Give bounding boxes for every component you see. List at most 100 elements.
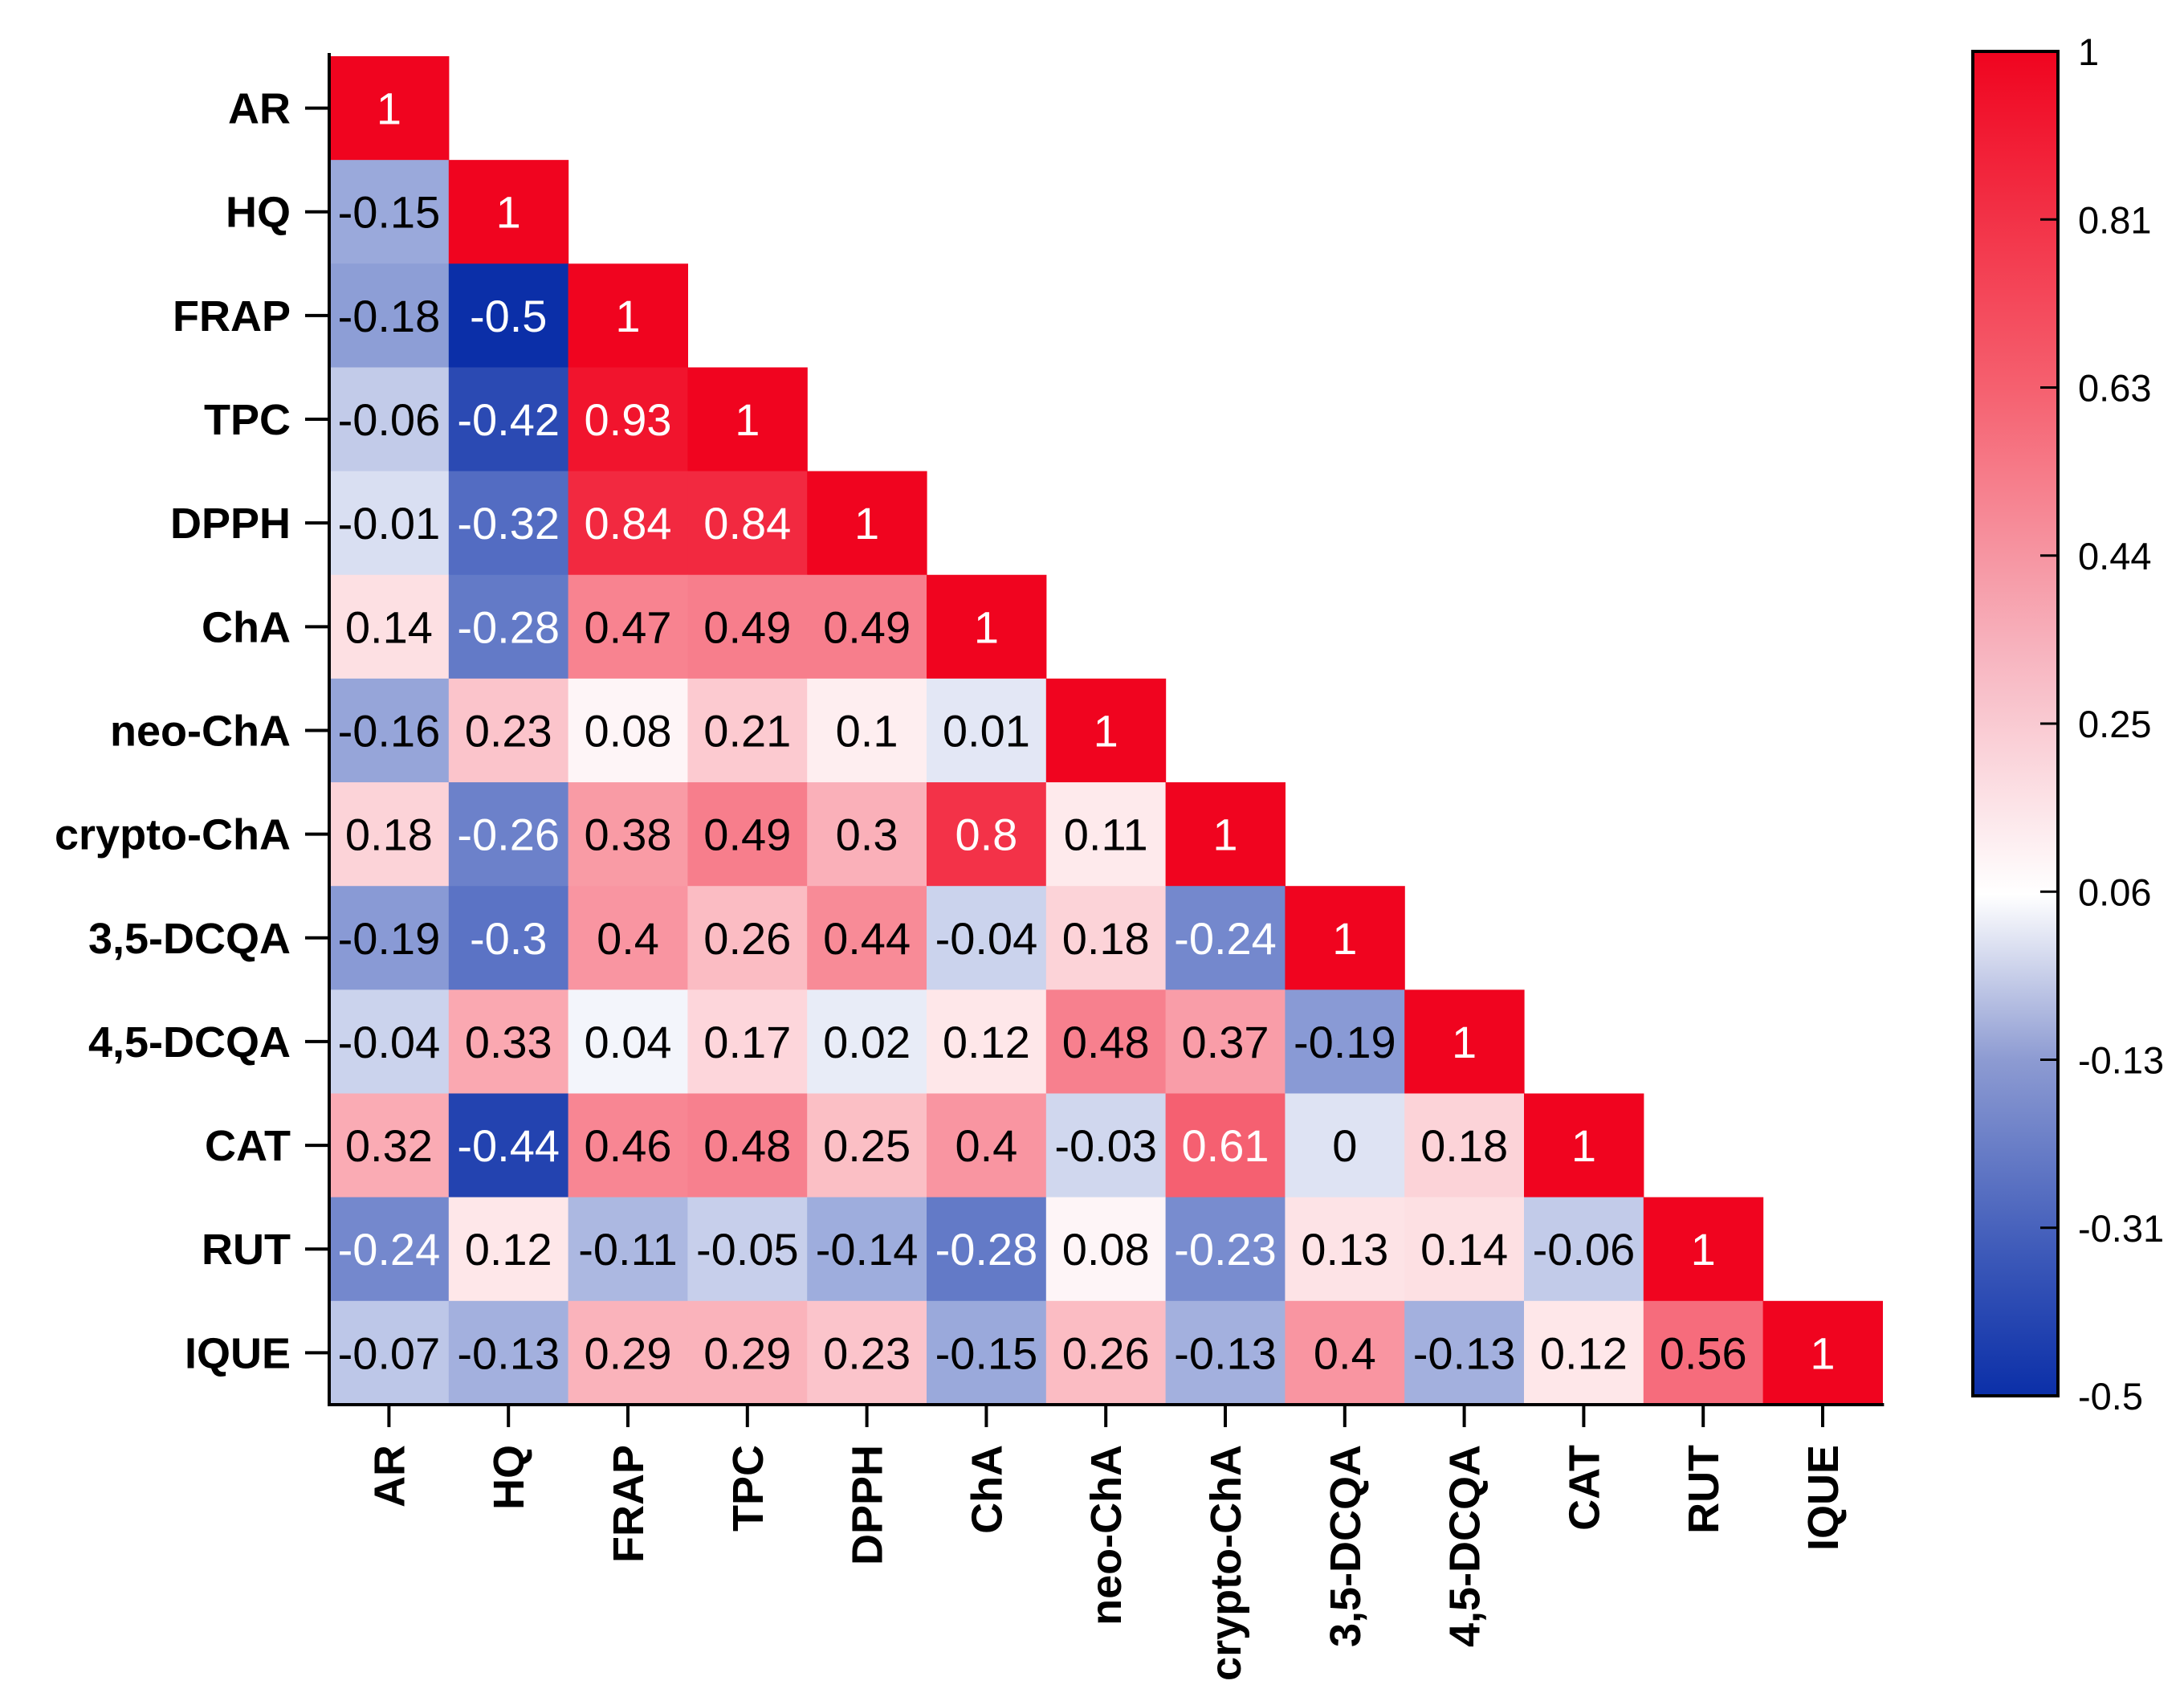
cell-value: 0.25 [823,1120,911,1171]
heatmap-cell [1524,1300,1644,1405]
cell-value: 0.12 [943,1017,1030,1067]
cell-value: -0.28 [457,602,560,652]
heatmap-cell [448,782,569,887]
row-label: HQ [226,189,291,237]
cell-value: 1 [377,84,401,134]
cell-value: -0.44 [457,1120,560,1171]
cell-value: -0.01 [338,498,441,549]
heatmap-cell [1165,782,1286,887]
row-label: crypto-ChA [55,811,291,859]
cell-value: -0.11 [578,1224,677,1275]
heatmap-cell [1404,1093,1525,1198]
cell-value: -0.06 [338,394,441,445]
column-label: 4,5-DCQA [1441,1445,1489,1647]
heatmap-cell [1165,1300,1286,1405]
cell-value: -0.19 [338,913,441,964]
cell-value: 0.21 [703,705,791,756]
heatmap-cell [1524,1093,1644,1198]
heatmap-cell [807,574,927,679]
row-label: FRAP [173,292,291,341]
cell-value: 0.93 [585,394,672,445]
row-label: 4,5-DCQA [88,1018,291,1067]
heatmap-cell [568,471,688,576]
cell-value: -0.04 [338,1017,441,1067]
column-label: crypto-ChA [1202,1445,1250,1681]
heatmap-cell [687,1197,808,1302]
heatmap-cell [329,367,450,472]
cell-value: -0.04 [935,913,1038,964]
heatmap-cell [448,1197,569,1302]
heatmap-cell [329,1300,450,1405]
heatmap-cell [568,1300,688,1405]
heatmap-cell [329,160,450,264]
row-label: neo-ChA [110,707,291,755]
cell-value: 0.14 [345,602,433,652]
cell-value: 1 [1810,1328,1835,1378]
heatmap-cell [448,989,569,1095]
column-label: neo-ChA [1082,1445,1131,1626]
heatmap-cell [568,1093,688,1198]
row-label: TPC [204,396,291,444]
heatmap-cell [568,367,688,472]
heatmap-cell [448,678,569,783]
heatmap-cell [329,56,450,161]
cell-value: 0.1 [836,705,898,756]
cell-value: 0.4 [955,1120,1017,1171]
axes [305,53,1885,1427]
heatmap-cell [329,263,450,369]
cell-value: -0.26 [457,810,560,860]
cell-value: 0.11 [1064,810,1148,860]
heatmap-cell [329,471,450,576]
heatmap-cell [1285,989,1405,1095]
cell-value: 0.38 [585,810,672,860]
heatmap-cell [687,1093,808,1198]
heatmap-cells [329,56,1883,1405]
cell-value: 1 [854,498,879,549]
heatmap-cell [687,471,808,576]
heatmap-cell [1165,886,1286,990]
cell-value: 0.44 [823,913,911,964]
cell-value: -0.14 [816,1224,919,1275]
colorbar-tick-label: 0.81 [2078,198,2151,241]
heatmap-cell [568,886,688,990]
heatmap-cell [568,782,688,887]
heatmap-cell [448,160,569,264]
cell-value: 1 [1212,810,1237,860]
heatmap-cell [687,989,808,1095]
colorbar-tick-label: -0.13 [2078,1039,2164,1082]
heatmap-cell [927,1197,1047,1302]
cell-value: 0.37 [1182,1017,1269,1067]
heatmap-cell [1045,1197,1167,1302]
colorbar-ticks: 1 0.81 0.63 0.44 0.25 0.06 -0.13 -0.31 -0.5 [2040,31,2164,1418]
heatmap-cell [687,782,808,887]
heatmap-cell [568,989,688,1095]
row-label: 3,5-DCQA [88,915,291,963]
cell-value: -0.15 [338,187,441,238]
column-label: TPC [724,1445,772,1532]
heatmap-cell [1643,1197,1764,1302]
cell-value: 1 [615,291,640,341]
cell-value: 0.49 [823,602,911,652]
column-label: DPPH [844,1445,892,1565]
cell-value: 0.46 [585,1120,672,1171]
cell-value: 1 [1691,1224,1716,1275]
cell-value: -0.05 [696,1224,799,1275]
heatmap-cell [568,574,688,679]
cell-value: 1 [735,394,760,445]
heatmap-cell [687,886,808,990]
heatmap-cell [1045,1093,1167,1198]
column-label: RUT [1680,1445,1728,1534]
heatmap-cell [1045,678,1167,783]
cell-value: -0.16 [338,705,441,756]
cell-value: 0.13 [1301,1224,1388,1275]
heatmap-cell [687,574,808,679]
column-label: HQ [485,1445,533,1510]
heatmap-cell [687,678,808,783]
cell-value: 0.18 [1420,1120,1508,1171]
cell-value: -0.23 [1174,1224,1277,1275]
heatmap-cell [568,263,688,369]
cell-value: 0.29 [703,1328,791,1378]
heatmap-cell [1762,1300,1883,1405]
row-label: ChA [202,603,291,651]
row-labels: AR HQ FRAP TPC DPPH ChA neo-ChA crypto-ChA 3,5-D… [55,85,291,1378]
